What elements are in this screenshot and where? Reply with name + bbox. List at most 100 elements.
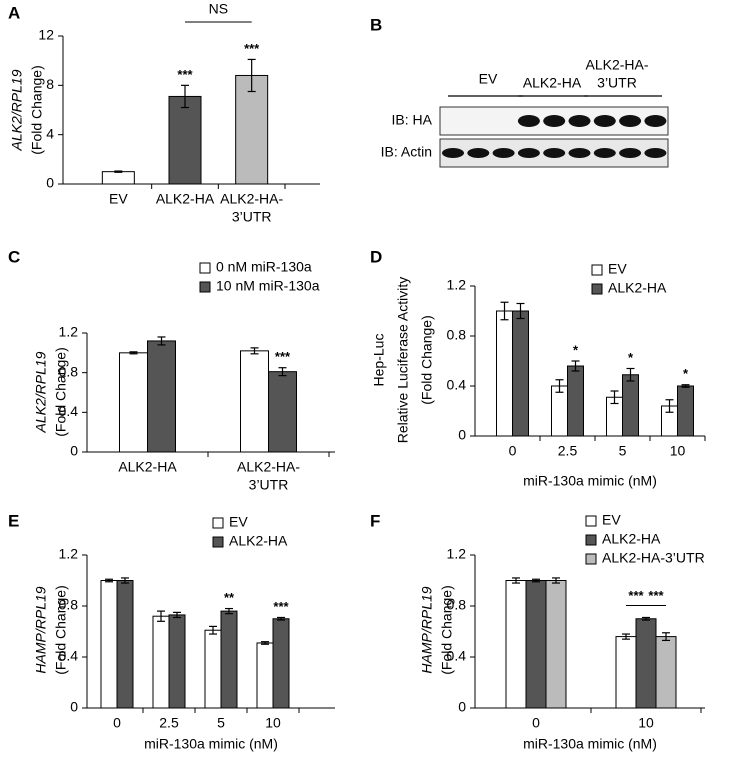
legend-label: 0 nM miR-130a xyxy=(216,259,312,275)
bar xyxy=(615,636,637,709)
y-tick-label: 0.8 xyxy=(447,597,467,613)
error-bar xyxy=(665,399,674,413)
bar xyxy=(525,580,547,709)
y-tick-label: 0.4 xyxy=(59,403,79,419)
error-bar xyxy=(261,641,269,645)
y-tick-label: 0.4 xyxy=(59,648,79,664)
lane-label: 3’UTR xyxy=(597,75,637,91)
error-bar xyxy=(181,84,189,109)
legend-swatch xyxy=(199,262,211,274)
x-tick-label: 10 xyxy=(265,715,281,731)
error-bar xyxy=(500,301,509,321)
legend-label: EV xyxy=(229,514,248,530)
band xyxy=(517,115,540,127)
bar xyxy=(635,618,657,709)
error-bar xyxy=(626,367,635,382)
x-tick-label: ALK2-HA xyxy=(118,459,177,475)
y-tick-label: 0.8 xyxy=(447,327,467,343)
error-bar xyxy=(129,351,138,355)
y-axis-label: ALK2/RPL19 xyxy=(33,351,49,433)
panel-label: D xyxy=(370,247,382,266)
significance: *** xyxy=(244,41,260,56)
error-bar xyxy=(278,367,287,377)
error-bar xyxy=(225,607,233,615)
bar xyxy=(168,95,202,185)
bracket-label: *** xyxy=(628,588,644,603)
bar xyxy=(268,371,297,453)
x-axis-label: miR-130a mimic (nM) xyxy=(523,473,657,489)
error-bar xyxy=(555,379,564,393)
significance: *** xyxy=(275,349,291,364)
y-axis-label: Relative Luciferase Activity xyxy=(395,277,411,444)
error-bar xyxy=(173,611,181,619)
y-tick-label: 0 xyxy=(70,699,78,715)
y-axis-label: (Fold Change) xyxy=(53,347,69,437)
y-axis-label: HAMP/RPL19 xyxy=(419,586,435,673)
legend-label: 10 nM miR-130a xyxy=(216,278,320,294)
legend-swatch xyxy=(585,515,597,527)
legend-label: ALK2-HA xyxy=(608,280,667,296)
x-axis-label: miR-130a mimic (nM) xyxy=(144,736,278,752)
significance: *** xyxy=(177,67,193,82)
legend-swatch xyxy=(585,553,597,565)
bar xyxy=(119,352,148,453)
bar xyxy=(235,74,269,185)
bar xyxy=(220,610,238,709)
band xyxy=(492,148,515,158)
bar xyxy=(545,580,567,709)
y-axis-label: (Fold Change) xyxy=(29,65,45,155)
bracket-label: *** xyxy=(648,588,664,603)
y-tick-label: 0 xyxy=(46,175,54,191)
legend-swatch xyxy=(212,536,224,548)
error-bar xyxy=(250,347,259,355)
bar xyxy=(677,385,694,437)
significance: * xyxy=(628,350,634,365)
error-bar xyxy=(571,360,580,372)
bar xyxy=(272,618,290,709)
band xyxy=(442,148,464,158)
error-bar xyxy=(114,170,123,173)
error-bar xyxy=(516,302,525,320)
error-bar xyxy=(105,578,113,583)
error-bar xyxy=(610,390,619,405)
band xyxy=(644,148,667,158)
x-axis-label: miR-130a mimic (nM) xyxy=(523,736,657,752)
error-bar xyxy=(157,336,166,346)
x-tick-label: 5 xyxy=(217,715,225,731)
legend-swatch xyxy=(591,283,603,295)
band xyxy=(467,148,490,158)
lane-label: ALK2-HA xyxy=(523,75,582,91)
legend-label: ALK2-HA xyxy=(229,533,288,549)
legend-swatch xyxy=(591,264,603,276)
significance: ** xyxy=(224,590,235,605)
error-bar xyxy=(247,58,256,93)
error-bar xyxy=(532,578,540,583)
y-axis-label: Hep-Luc xyxy=(371,334,387,387)
y-tick-label: 0.8 xyxy=(59,597,79,613)
y-tick-label: 0 xyxy=(70,443,78,459)
x-tick-label: ALK2-HA- xyxy=(220,191,283,207)
bar xyxy=(147,340,176,453)
legend-swatch xyxy=(585,534,597,546)
significance: * xyxy=(573,342,579,357)
x-tick-label: 0 xyxy=(532,715,540,731)
legend-swatch xyxy=(212,517,224,529)
bar xyxy=(512,310,529,437)
y-tick-label: 1.2 xyxy=(447,277,467,293)
band xyxy=(543,115,566,127)
bar xyxy=(655,636,677,709)
y-tick-label: 4 xyxy=(46,125,54,141)
x-tick-label: 5 xyxy=(619,443,627,459)
y-tick-label: 1.2 xyxy=(59,546,79,562)
panel-label: C xyxy=(8,247,20,266)
panel-label: E xyxy=(8,511,19,530)
y-axis-label: (Fold Change) xyxy=(53,585,69,675)
y-tick-label: 0 xyxy=(458,427,466,443)
panel-label: F xyxy=(370,511,380,530)
bar xyxy=(567,365,584,437)
panel-label: A xyxy=(8,3,20,22)
y-tick-label: 0.4 xyxy=(447,377,467,393)
band xyxy=(644,115,667,127)
error-bar xyxy=(512,577,520,584)
